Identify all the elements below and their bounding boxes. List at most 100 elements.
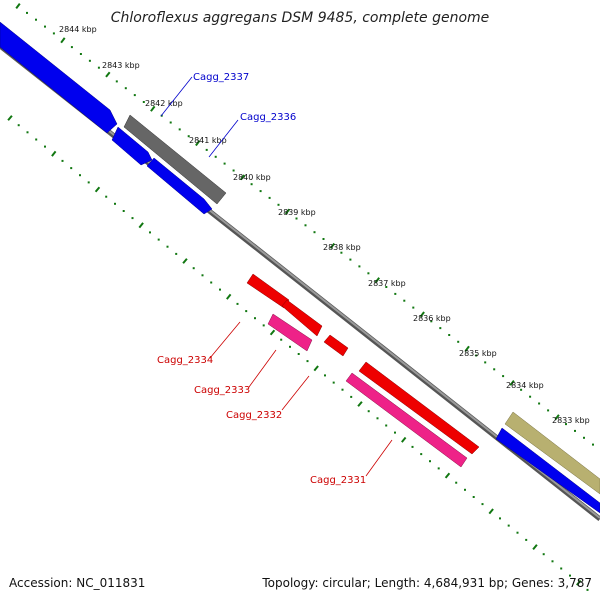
- ruler-dot: [341, 388, 344, 391]
- gene-feature-blue-1[interactable]: [0, 21, 118, 134]
- ruler-dot: [105, 195, 108, 198]
- ruler-dot: [79, 53, 82, 55]
- ruler-tick: [226, 293, 232, 300]
- ruler-label: 2833 kbp: [552, 416, 590, 425]
- ruler-dot: [455, 481, 458, 484]
- map-title: Chloroflexus aggregans DSM 9485, complet…: [111, 10, 490, 26]
- gene-feature-red-3[interactable]: [323, 334, 349, 357]
- ruler-label: 2834 kbp: [506, 381, 544, 390]
- ruler-dot: [232, 169, 235, 172]
- ruler-tick: [357, 401, 363, 407]
- topology-summary: Topology: circular; Length: 4,684,931 bp…: [261, 576, 592, 590]
- ruler-dot: [525, 538, 528, 541]
- ruler-dot: [178, 128, 181, 131]
- ruler-tick: [94, 186, 101, 193]
- ruler-dot: [295, 217, 298, 220]
- ruler-dot: [131, 217, 134, 220]
- ruler-dot: [122, 210, 125, 212]
- ruler-dot: [214, 155, 217, 158]
- ruler-dot: [350, 395, 353, 398]
- gene-feature-red-1[interactable]: [246, 273, 290, 309]
- ruler-dot: [538, 402, 541, 405]
- ruler-dot: [277, 203, 280, 206]
- ruler-dot: [349, 258, 352, 261]
- ruler-dot: [114, 202, 116, 205]
- gene-label-cagg-2331[interactable]: Cagg_2331: [310, 475, 366, 486]
- ruler-dot: [297, 353, 300, 355]
- ruler-dot: [187, 135, 190, 138]
- ruler-dot: [236, 302, 239, 305]
- ruler-dot: [420, 453, 423, 456]
- ruler-dot: [223, 162, 226, 165]
- ruler-dot: [169, 121, 172, 124]
- ruler-dot: [97, 66, 100, 69]
- ruler-tick: [401, 436, 407, 443]
- ruler-dot: [481, 503, 484, 506]
- ruler-tick: [195, 140, 201, 147]
- ruler-dot: [26, 131, 29, 134]
- ruler-dot: [166, 245, 169, 248]
- ruler-dot: [499, 517, 501, 520]
- ruler-tick: [105, 71, 111, 78]
- ruler-tick: [51, 150, 57, 157]
- features-reverse-strand: [246, 273, 480, 468]
- ruler-dot: [306, 360, 309, 363]
- gene-feature-pink-2[interactable]: [345, 372, 468, 468]
- ruler-dot: [448, 334, 451, 336]
- ruler-dot: [87, 181, 90, 184]
- ruler-tick: [313, 365, 319, 372]
- ruler-dot: [569, 574, 571, 577]
- gene-feature-blue-3[interactable]: [146, 157, 213, 215]
- ruler-dot: [210, 281, 213, 284]
- gene-feature-pink-1[interactable]: [267, 313, 313, 352]
- ruler-dot: [324, 374, 326, 377]
- ruler-dot: [52, 32, 55, 35]
- gene-feature-grey[interactable]: [123, 114, 227, 205]
- ruler-dot: [560, 567, 563, 570]
- ruler-dot: [507, 524, 510, 527]
- ruler-dot: [280, 338, 283, 341]
- ruler-tick: [464, 345, 470, 352]
- gene-feature-red-2[interactable]: [281, 299, 323, 337]
- ruler-dot: [35, 18, 37, 21]
- gene-label-cagg-2334[interactable]: Cagg_2334: [157, 355, 213, 366]
- ruler-dot: [133, 94, 136, 97]
- ruler-dot: [70, 167, 73, 170]
- ruler-dot: [484, 361, 487, 364]
- ruler-label: 2835 kbp: [459, 349, 497, 358]
- ruler-dot: [472, 496, 475, 498]
- ruler-dot: [79, 174, 81, 177]
- gene-labels: Cagg_2337 Cagg_2336 Cagg_2334 Cagg_2333 …: [157, 72, 393, 486]
- ruler-tick: [138, 222, 144, 229]
- ruler-dot: [201, 274, 204, 277]
- ruler-dot: [429, 460, 431, 463]
- ruler-dot: [367, 410, 370, 413]
- ruler-label: 2844 kbp: [59, 25, 97, 34]
- inner-ruler: [7, 115, 589, 591]
- gene-feature-blue-4[interactable]: [495, 427, 600, 514]
- gene-label-cagg-2336[interactable]: Cagg_2336: [240, 112, 296, 123]
- ruler-tick: [419, 311, 425, 318]
- gene-label-cagg-2337[interactable]: Cagg_2337: [193, 72, 249, 83]
- ruler-dot: [340, 251, 343, 254]
- gene-feature-red-4[interactable]: [358, 361, 480, 455]
- gene-label-cagg-2332[interactable]: Cagg_2332: [226, 410, 282, 421]
- gene-feature-olive[interactable]: [504, 411, 600, 495]
- gene-label-cagg-2333[interactable]: Cagg_2333: [194, 385, 250, 396]
- gene-feature-blue-2[interactable]: [111, 126, 153, 166]
- ruler-dot: [385, 424, 388, 427]
- ruler-tick: [488, 508, 494, 515]
- ruler-tick: [240, 174, 246, 181]
- ruler-dot: [394, 431, 396, 434]
- ruler-dot: [88, 59, 91, 62]
- ruler-dot: [268, 196, 271, 199]
- ruler-label: 2841 kbp: [189, 136, 227, 145]
- outer-ruler: [15, 3, 594, 446]
- ruler-dot: [245, 310, 248, 313]
- ruler-dot: [313, 231, 316, 234]
- ruler-tick: [509, 379, 515, 386]
- ruler-tick: [182, 258, 188, 264]
- ruler-dot: [259, 190, 262, 193]
- ruler-dot: [376, 417, 379, 420]
